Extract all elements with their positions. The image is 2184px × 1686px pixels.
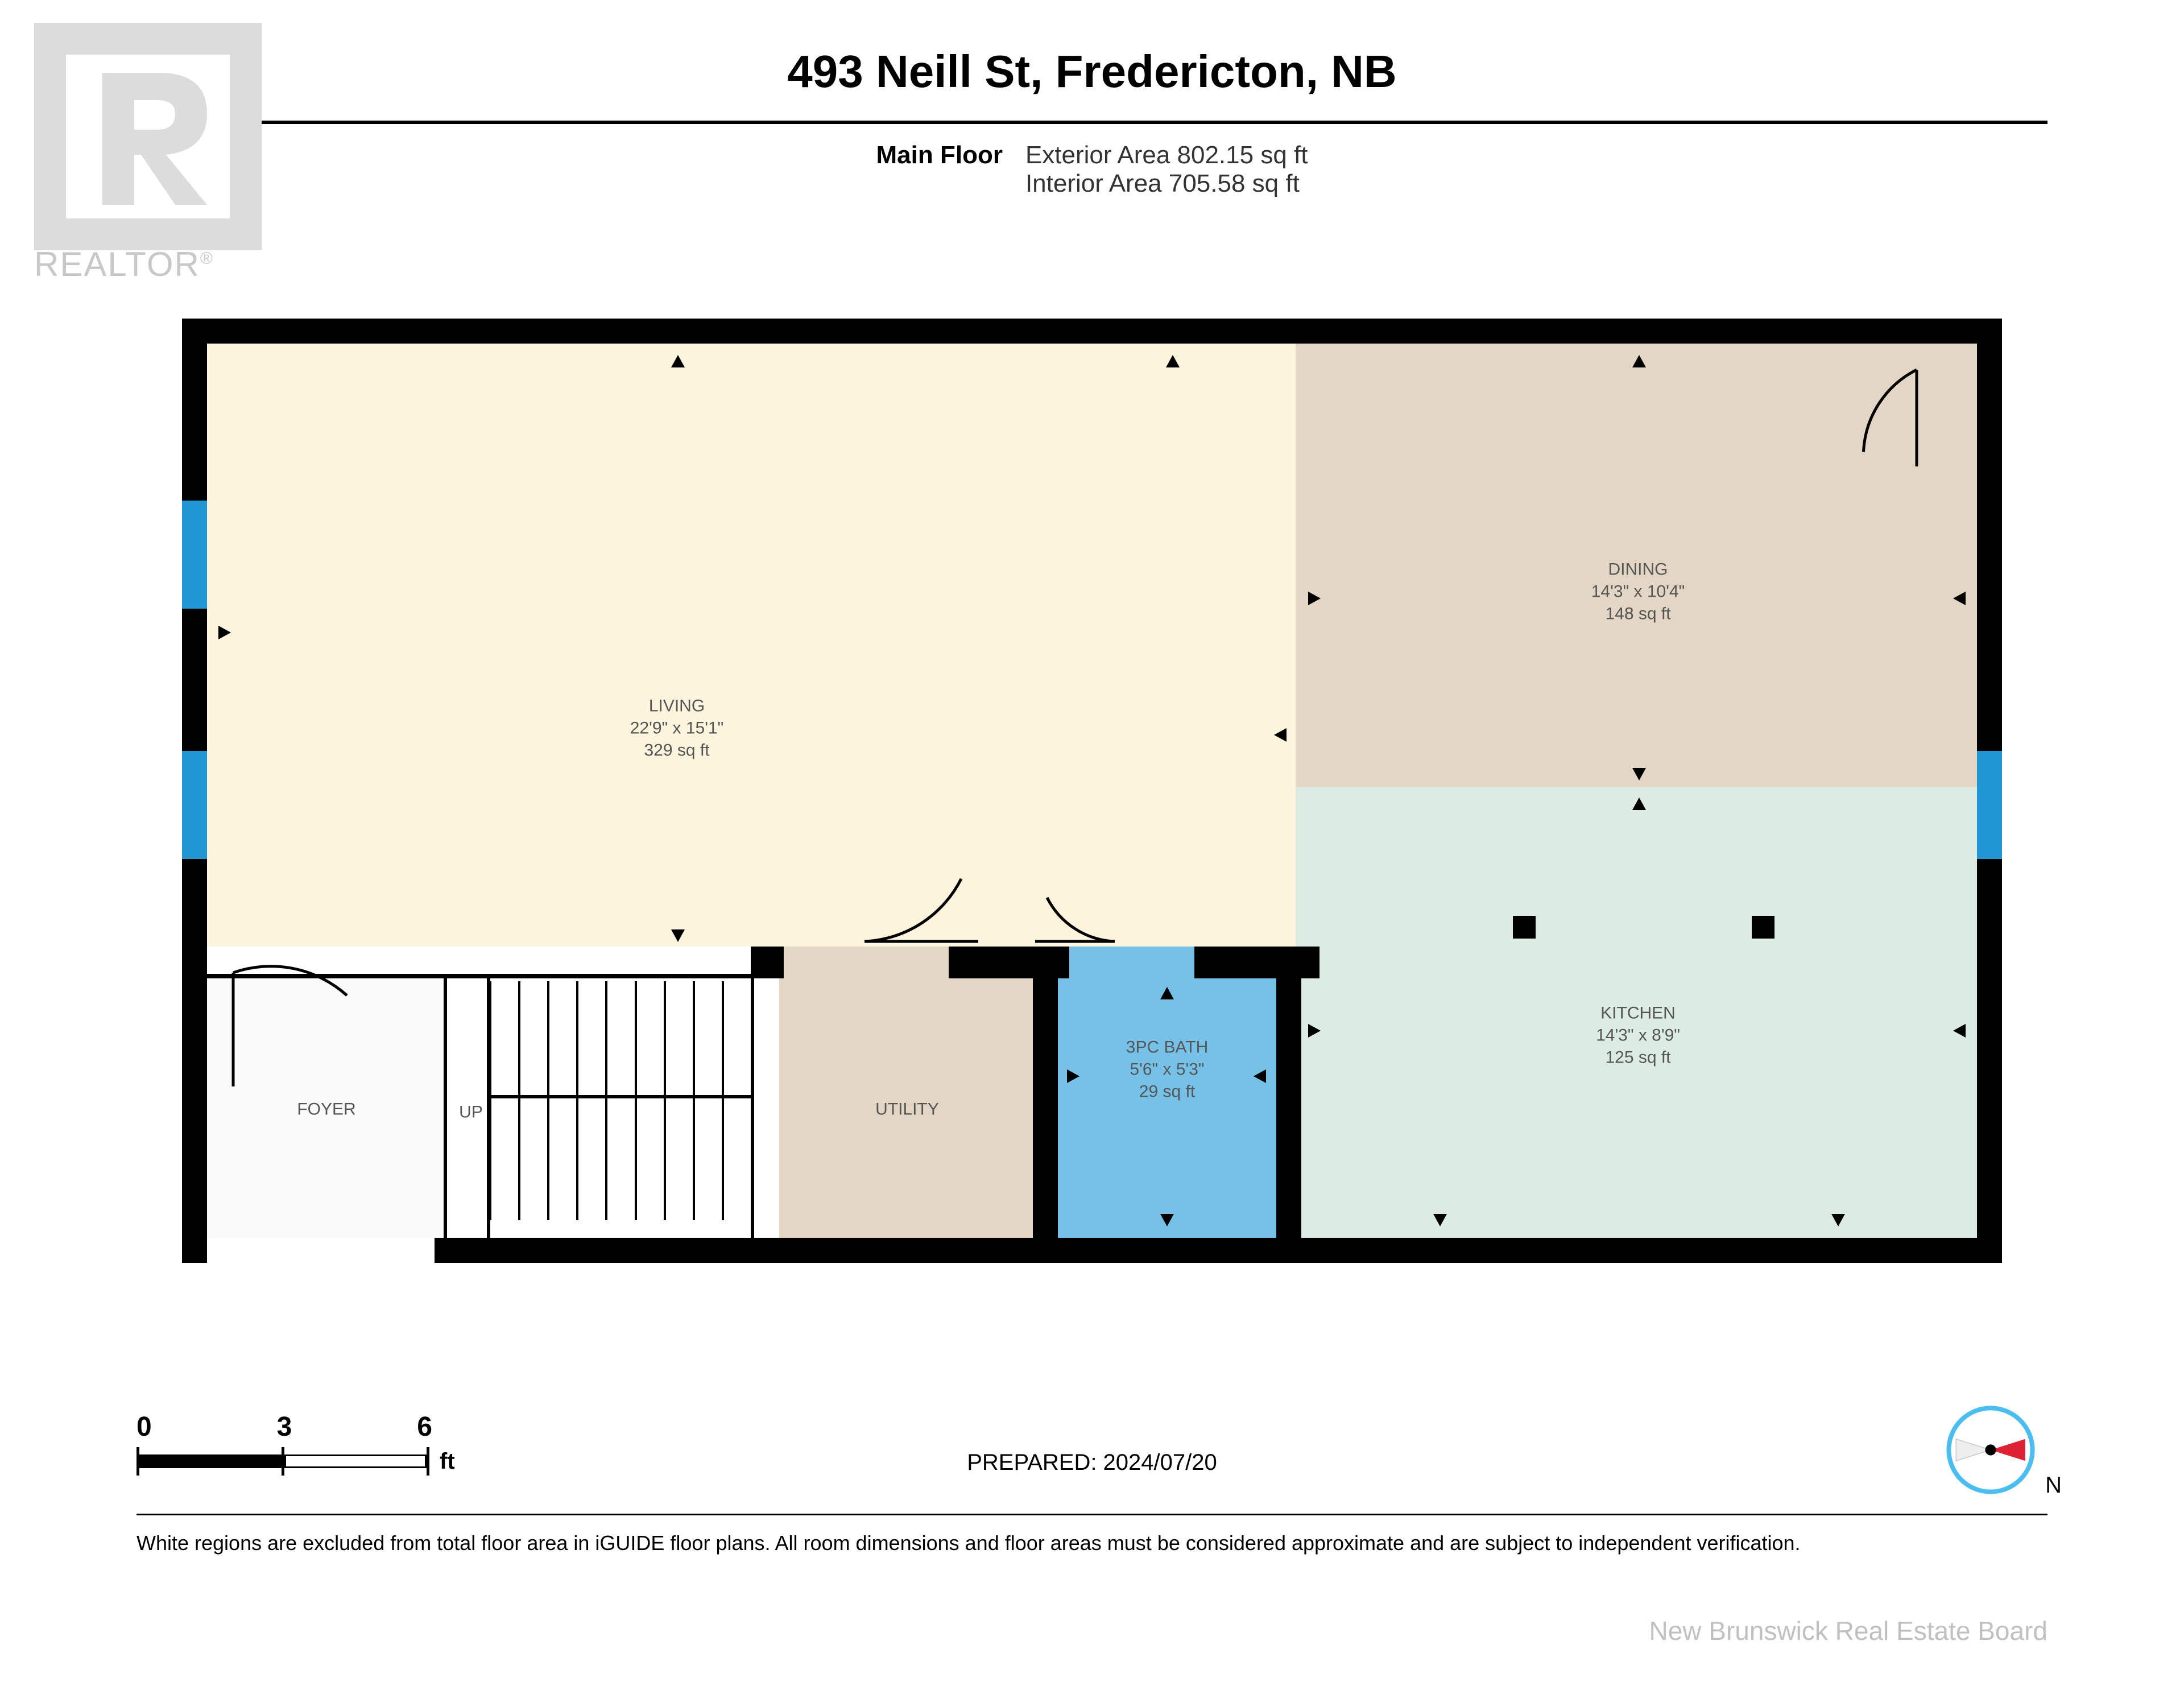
scale-label: 3 xyxy=(277,1411,292,1443)
dimension-arrow-icon xyxy=(1166,355,1180,367)
dimension-arrow-icon xyxy=(1632,768,1646,780)
prepared-date: PREPARED: 2024/07/20 xyxy=(0,1450,2184,1476)
dimension-arrow-icon xyxy=(1254,1069,1266,1083)
exterior-wall xyxy=(182,319,2002,344)
exterior-area: Exterior Area 802.15 sq ft xyxy=(1025,141,1308,170)
dimension-arrow-icon xyxy=(218,626,231,639)
address-title: 493 Neill St, Fredericton, NB xyxy=(0,46,2184,98)
realtor-logo xyxy=(34,23,262,253)
board-credit: New Brunswick Real Estate Board xyxy=(1649,1615,2048,1646)
room-label-dining: DINING14'3" x 10'4"148 sq ft xyxy=(1591,559,1685,625)
room-living xyxy=(207,344,1296,947)
dimension-arrow-icon xyxy=(1831,1214,1845,1226)
footer-divider xyxy=(136,1514,2048,1515)
dimension-arrow-icon xyxy=(1160,1214,1174,1226)
dimension-arrow-icon xyxy=(1632,355,1646,367)
dimension-arrow-icon xyxy=(1953,592,1966,605)
dimension-arrow-icon xyxy=(1433,1214,1447,1226)
interior-area: Interior Area 705.58 sq ft xyxy=(1025,170,1308,198)
room-label-kitchen: KITCHEN14'3" x 8'9"125 sq ft xyxy=(1596,1002,1680,1069)
fixture-marker xyxy=(1752,916,1774,939)
thin-wall xyxy=(207,974,751,978)
interior-wall xyxy=(1058,1238,1297,1263)
window-marker xyxy=(1977,751,2002,859)
fixture-marker xyxy=(1513,916,1536,939)
disclaimer-text: White regions are excluded from total fl… xyxy=(136,1531,2048,1555)
wall-opening xyxy=(1069,947,1194,978)
dimension-arrow-icon xyxy=(1067,1069,1079,1083)
dimension-arrow-icon xyxy=(1160,987,1174,999)
room-label-bath: 3PC BATH5'6" x 5'3"29 sq ft xyxy=(1126,1036,1208,1103)
interior-wall xyxy=(1033,947,1058,1238)
wall-opening xyxy=(207,1238,435,1263)
dimension-arrow-icon xyxy=(1953,1024,1966,1038)
room-label-foyer: FOYER xyxy=(297,1098,355,1121)
floor-label: Main Floor xyxy=(876,141,1003,198)
door-icon xyxy=(864,941,865,942)
realtor-text: REALTOR® xyxy=(34,245,214,284)
room-bath xyxy=(1058,978,1276,1238)
dimension-arrow-icon xyxy=(1632,797,1646,810)
dimension-arrow-icon xyxy=(1274,728,1287,742)
area-summary: Main Floor Exterior Area 802.15 sq ft In… xyxy=(0,141,2184,198)
compass-north-label: N xyxy=(2045,1473,2062,1498)
dimension-arrow-icon xyxy=(671,355,685,367)
dimension-arrow-icon xyxy=(1308,592,1321,605)
compass-icon xyxy=(1945,1404,2036,1498)
dimension-arrow-icon xyxy=(671,929,685,942)
room-label-utility: UTILITY xyxy=(875,1098,939,1121)
window-marker xyxy=(182,501,207,609)
room-label-living: LIVING22'9" x 15'1"329 sq ft xyxy=(630,695,724,762)
stairs xyxy=(489,981,751,1220)
scale-label: 6 xyxy=(417,1411,432,1443)
floorplan: LIVING22'9" x 15'1"329 sq ft DINING14'3" … xyxy=(182,319,2002,1286)
header-divider xyxy=(136,121,2048,124)
scale-label: 0 xyxy=(136,1411,152,1443)
wall-opening xyxy=(784,947,949,978)
thin-wall xyxy=(444,976,447,1238)
dimension-arrow-icon xyxy=(1308,1024,1321,1038)
window-marker xyxy=(182,751,207,859)
interior-wall xyxy=(1276,947,1301,1263)
stairs-up-label: UP xyxy=(459,1101,483,1123)
